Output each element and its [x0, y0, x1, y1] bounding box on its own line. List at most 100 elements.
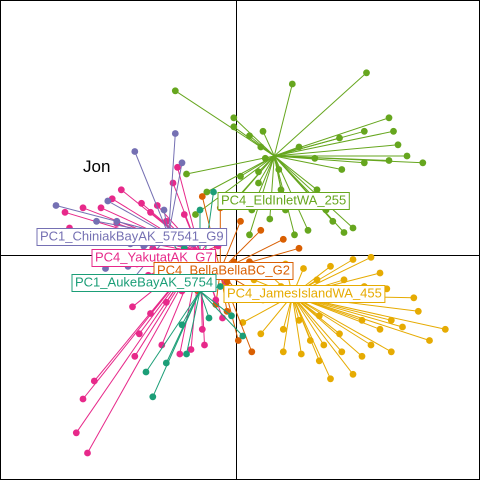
spoke-line	[134, 151, 169, 235]
data-point	[162, 298, 170, 306]
data-point	[160, 206, 168, 214]
data-point	[349, 224, 357, 232]
data-point	[338, 166, 346, 173]
data-point	[414, 307, 422, 315]
data-point	[239, 332, 247, 340]
group-label: PC1_ChiniakBayAK_57541_G9	[36, 228, 228, 246]
group-label-text: PC4_YakutatAK_G7	[95, 249, 213, 264]
data-point	[338, 348, 346, 356]
spoke-line	[258, 155, 275, 173]
data-point	[295, 244, 303, 252]
data-point	[275, 166, 283, 173]
spoke-line	[262, 131, 275, 157]
group-label-text: PC4_BellaBellaBC_G2	[157, 262, 290, 277]
data-point	[142, 368, 150, 376]
data-point	[178, 321, 186, 329]
data-point	[257, 330, 265, 338]
data-point	[158, 341, 166, 349]
spoke-line	[291, 295, 343, 353]
data-point	[205, 314, 213, 322]
data-point	[349, 256, 357, 263]
data-point	[192, 211, 199, 218]
group-label: PC4_JamesIslandWA_455	[223, 285, 386, 303]
data-point	[441, 325, 449, 333]
data-point	[176, 350, 184, 358]
data-point	[367, 341, 375, 349]
data-point	[336, 330, 343, 338]
data-point	[255, 179, 262, 187]
spoke-line	[291, 295, 325, 346]
data-point	[171, 87, 179, 95]
data-point	[277, 186, 285, 194]
spoke-line	[274, 117, 390, 157]
spoke-line	[273, 83, 293, 157]
data-point	[313, 186, 321, 194]
data-point	[183, 350, 190, 358]
data-point	[259, 127, 267, 135]
data-point	[387, 316, 395, 324]
data-point	[376, 269, 384, 277]
data-point	[257, 226, 265, 234]
spoke-line	[291, 295, 331, 380]
data-point	[376, 325, 384, 333]
data-point	[255, 168, 262, 176]
spoke-line	[186, 290, 201, 355]
spoke-line	[145, 290, 201, 373]
data-point	[169, 179, 177, 187]
data-point	[149, 393, 157, 401]
spoke-line	[291, 295, 363, 357]
data-point	[135, 330, 143, 338]
data-point	[234, 337, 242, 344]
data-point	[399, 323, 406, 331]
data-point	[266, 215, 274, 223]
spoke-line	[291, 295, 320, 361]
data-point	[297, 350, 305, 358]
spoke-line	[274, 155, 342, 170]
data-point	[228, 312, 235, 320]
data-point	[410, 294, 418, 302]
data-point	[288, 80, 296, 88]
data-point	[257, 143, 265, 151]
data-point	[313, 276, 321, 284]
data-point	[360, 159, 368, 167]
spoke-line	[199, 290, 244, 337]
group-label-text: PC4_JamesIslandWA_455	[227, 285, 382, 300]
data-point	[295, 143, 303, 151]
data-point	[198, 193, 206, 200]
data-point	[210, 188, 217, 196]
data-point	[360, 127, 368, 135]
spoke-line	[274, 144, 399, 157]
data-point	[219, 314, 226, 322]
data-point	[198, 325, 206, 333]
spoke-line	[292, 295, 372, 346]
data-point	[104, 197, 112, 205]
spoke-line	[258, 155, 275, 184]
spoke-line	[152, 290, 201, 398]
group-label-text: PC1_AukeBayAK_5754	[75, 274, 213, 289]
data-point	[212, 296, 220, 304]
data-point	[223, 278, 231, 286]
spoke-line	[274, 130, 365, 157]
data-point	[279, 325, 287, 333]
data-point	[304, 226, 312, 234]
data-point	[279, 348, 287, 356]
spoke-line	[273, 155, 318, 191]
spoke-line	[199, 290, 232, 317]
data-point	[327, 375, 334, 383]
spoke-line	[168, 162, 183, 235]
data-point	[311, 154, 319, 162]
group-label-box	[71, 274, 217, 292]
data-point	[291, 231, 298, 239]
data-point	[131, 352, 139, 360]
data-point	[230, 123, 238, 131]
group-label-box	[223, 285, 386, 303]
data-point	[315, 357, 323, 365]
data-point	[187, 346, 195, 353]
spoke-line	[233, 126, 275, 157]
data-point	[385, 157, 393, 164]
data-point	[246, 132, 253, 140]
data-point	[358, 352, 366, 360]
spoke-line	[186, 155, 275, 175]
data-point	[93, 217, 100, 225]
